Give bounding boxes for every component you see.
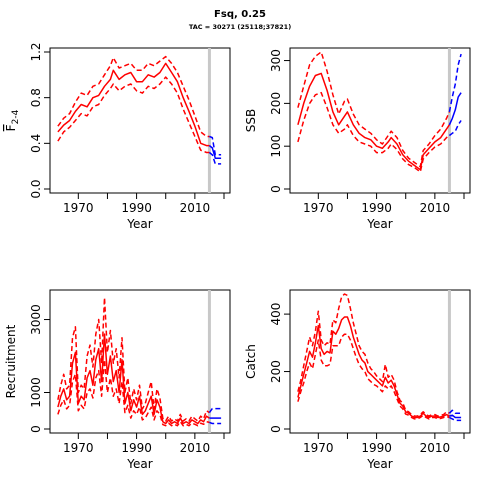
- y-tick-label: 0.0: [29, 179, 43, 198]
- series-historic-median: [297, 316, 450, 419]
- y-tick-label: 0: [269, 425, 283, 433]
- y-tick-label: 0: [29, 425, 43, 433]
- series-historic-upper: [297, 293, 450, 417]
- series-projection-lower: [208, 151, 222, 165]
- x-tick-label: 1970: [303, 201, 334, 215]
- series-historic-upper: [57, 296, 210, 422]
- figure-title: Fsq, 0.25: [214, 9, 266, 20]
- series-projection-median: [448, 92, 462, 126]
- y-tick-label: 1000: [29, 377, 43, 408]
- series-projection-upper: [448, 53, 462, 113]
- y-tick-label: 300: [269, 49, 283, 72]
- y-tick-label: 200: [269, 92, 283, 115]
- y-axis-title: Catch: [244, 344, 258, 379]
- y-tick-label: 1.2: [29, 42, 43, 61]
- panel-f: 1970 1990 2010 0.0 0.4 0.8 1.2 Year F2-4: [4, 42, 231, 231]
- series-historic-upper: [57, 55, 210, 138]
- plot-frame: [289, 289, 471, 434]
- x-axis-title: Year: [126, 217, 152, 231]
- y-tick-label: 0: [269, 185, 283, 193]
- x-tick-label: 1990: [121, 441, 152, 455]
- x-tick-label: 1970: [63, 441, 94, 455]
- x-tick-label: 1970: [303, 441, 334, 455]
- x-tick-label: 2010: [420, 201, 451, 215]
- x-axis-title: Year: [366, 217, 392, 231]
- series-projection-median: [449, 414, 462, 419]
- x-axis-title: Year: [126, 457, 152, 471]
- panel-recruitment: 1970 1990 2010 0 1000 3000 Year Recruitment: [4, 289, 231, 471]
- series-projection-upper: [209, 135, 222, 156]
- series-historic-lower: [297, 91, 450, 173]
- x-tick-label: 1990: [121, 201, 152, 215]
- y-axis-title: F2-4: [4, 109, 21, 131]
- figure-subtitle: TAC = 30271 (25118;37821): [188, 23, 292, 31]
- y-axis-title: SSB: [244, 109, 258, 132]
- series-historic-lower: [57, 76, 210, 154]
- x-tick-label: 2010: [420, 441, 451, 455]
- series-historic-median: [57, 62, 210, 147]
- x-tick-label: 1990: [361, 201, 392, 215]
- y-tick-label: 0.8: [29, 88, 43, 107]
- x-tick-label: 1990: [361, 441, 392, 455]
- series-projection-median: [208, 145, 222, 159]
- x-tick-label: 1970: [63, 201, 94, 215]
- y-tick-label: 400: [269, 303, 283, 326]
- x-tick-label: 2010: [180, 201, 211, 215]
- series-historic-median: [57, 333, 210, 425]
- x-tick-label: 2010: [180, 441, 211, 455]
- y-tick-label: 100: [269, 135, 283, 158]
- plot-frame: [49, 289, 231, 434]
- plot-frame: [49, 47, 231, 194]
- x-axis-title: Year: [366, 457, 392, 471]
- panel-ssb: 1970 1990 2010 0 100 200 300 Year SSB: [244, 47, 471, 231]
- plot-frame: [289, 47, 471, 194]
- panel-catch: 1970 1990 2010 0 200 400 Year Catch: [244, 289, 471, 471]
- series-historic-lower: [297, 333, 450, 420]
- series-historic-upper: [297, 51, 451, 168]
- series-projection-upper: [448, 409, 462, 414]
- series-projection-lower: [448, 120, 462, 137]
- series-historic-lower: [57, 358, 210, 427]
- y-tick-label: 200: [269, 360, 283, 383]
- series-projection-lower: [209, 421, 222, 425]
- y-axis-title: Recruitment: [4, 324, 18, 398]
- series-projection-upper: [208, 407, 222, 414]
- y-tick-label: 3000: [29, 304, 43, 335]
- series-projection-lower: [449, 416, 462, 422]
- y-tick-label: 0.4: [29, 134, 43, 153]
- series-historic-median: [297, 72, 451, 171]
